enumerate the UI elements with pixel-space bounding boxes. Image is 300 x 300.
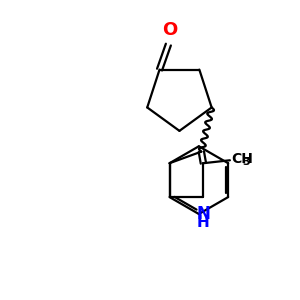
Text: H: H: [197, 215, 210, 230]
Text: CH: CH: [231, 152, 253, 166]
Text: N: N: [196, 205, 210, 223]
Text: 3: 3: [242, 157, 250, 167]
Text: O: O: [162, 21, 178, 39]
